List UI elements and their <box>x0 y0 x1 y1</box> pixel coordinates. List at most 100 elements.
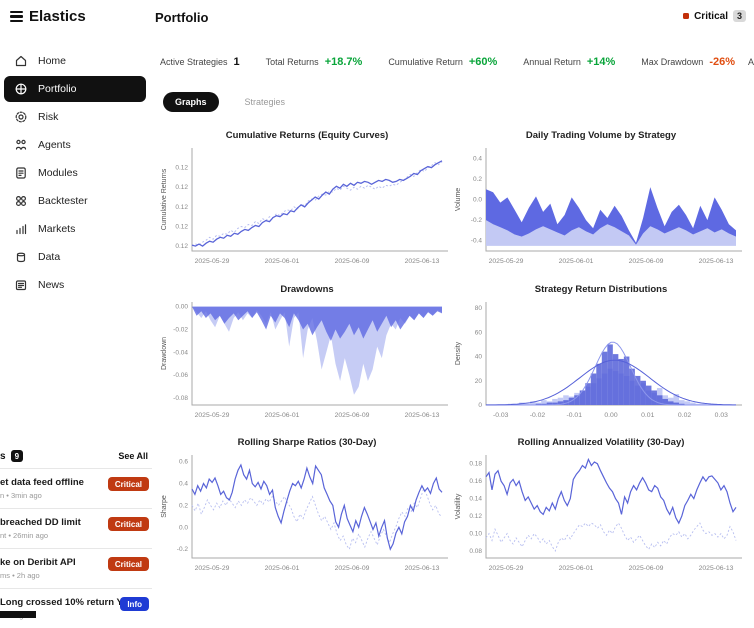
svg-text:2025-06-09: 2025-06-09 <box>629 565 664 572</box>
svg-text:-0.02: -0.02 <box>173 326 188 333</box>
menu-icon[interactable] <box>10 9 23 25</box>
critical-dot-icon <box>683 13 690 19</box>
svg-text:-0.2: -0.2 <box>177 546 189 553</box>
alert-badge-info[interactable]: Info <box>120 597 149 611</box>
svg-text:-0.2: -0.2 <box>471 217 483 224</box>
svg-text:0.12: 0.12 <box>469 513 482 520</box>
svg-text:40: 40 <box>475 354 483 361</box>
alert-row[interactable]: ke on Deribit API ms • 2h ago Critical <box>0 548 152 588</box>
svg-text:2025-05-29: 2025-05-29 <box>195 412 230 419</box>
alert-text: et data feed offline n • 3min ago <box>0 477 108 500</box>
svg-text:0.12: 0.12 <box>175 165 188 172</box>
svg-text:0: 0 <box>478 402 482 409</box>
sidebar-item-home[interactable]: Home <box>4 48 146 74</box>
sidebar-item-news[interactable]: News <box>4 272 146 298</box>
svg-text:Sharpe: Sharpe <box>161 495 168 518</box>
sidebar-item-markets[interactable]: Markets <box>4 216 146 242</box>
stat-annual-return: Annual Return +14% <box>523 56 615 68</box>
svg-text:Volatility: Volatility <box>455 493 462 519</box>
svg-text:2025-05-29: 2025-05-29 <box>489 565 524 572</box>
alert-badge-critical[interactable]: Critical <box>107 517 149 531</box>
alert-row[interactable]: breached DD limit nt • 26min ago Critical <box>0 508 152 548</box>
tab-graphs[interactable]: Graphs <box>163 92 219 112</box>
stat-label: Cumulative Return <box>388 57 463 67</box>
chart-canvas: 0.6 0.4 0.2 0.0 -0.2 Sharpe 2025-05-29 2025-06-… <box>161 455 448 572</box>
svg-text:0.12: 0.12 <box>175 223 188 230</box>
svg-text:Volume: Volume <box>455 188 462 211</box>
sidebar-item-agents[interactable]: Agents <box>4 132 146 158</box>
view-tabs: Graphs Strategies <box>163 92 297 112</box>
chart-daily-volume: Daily Trading Volume by Strategy 0.4 0.2 0.… <box>452 130 750 272</box>
sidebar-item-portfolio[interactable]: Portfolio <box>4 76 146 102</box>
sidebar-item-data[interactable]: Data <box>4 244 146 270</box>
chart-canvas: 0.4 0.2 0.0 -0.2 -0.4 Volume 2025-05-29 2025-06… <box>455 148 742 265</box>
alert-badge-critical[interactable]: Critical <box>107 557 149 571</box>
svg-text:0.12: 0.12 <box>175 204 188 211</box>
modules-icon <box>14 166 28 180</box>
stat-value: +14% <box>586 56 616 68</box>
svg-text:-0.03: -0.03 <box>493 412 509 419</box>
sidebar-item-label: News <box>38 279 65 291</box>
chart-canvas: 0 20 40 60 80 Density -0.03 -0.02 -0.01 0.00 0.01 0… <box>455 302 742 419</box>
critical-indicator[interactable]: Critical 3 <box>683 10 746 22</box>
svg-text:2025-06-01: 2025-06-01 <box>265 412 300 419</box>
tab-strategies[interactable]: Strategies <box>244 97 286 107</box>
svg-text:0.0: 0.0 <box>473 197 482 204</box>
sidebar-item-label: Risk <box>38 111 59 123</box>
portfolio-icon <box>14 82 28 96</box>
svg-text:0.2: 0.2 <box>473 176 482 183</box>
svg-text:2025-06-13: 2025-06-13 <box>405 258 440 265</box>
svg-text:0.10: 0.10 <box>469 531 482 538</box>
alerts-title-fragment: s <box>0 450 6 462</box>
sidebar: Home Portfolio Risk Agents Modules Backtester… <box>0 46 150 300</box>
chart-title: Strategy Return Distributions <box>534 284 668 295</box>
svg-text:80: 80 <box>475 305 483 312</box>
svg-text:0.08: 0.08 <box>469 548 482 555</box>
svg-text:0.4: 0.4 <box>179 480 188 487</box>
stat-label: Active Strategies <box>160 57 228 67</box>
bottom-cutoff-bar <box>0 611 36 618</box>
alert-text: ke on Deribit API ms • 2h ago <box>0 557 108 580</box>
alert-row[interactable]: Long crossed 10% return YTD• 1d agoInfo <box>0 588 152 628</box>
sidebar-item-modules[interactable]: Modules <box>4 160 146 186</box>
chart-title: Rolling Annualized Volatility (30-Day) <box>517 437 685 448</box>
svg-text:Density: Density <box>455 341 462 365</box>
chart-title: Rolling Sharpe Ratios (30-Day) <box>237 437 377 448</box>
svg-text:2025-06-01: 2025-06-01 <box>265 258 300 265</box>
alert-row[interactable]: et data feed offline n • 3min ago Critical <box>0 468 152 508</box>
alerts-count-badge: 9 <box>10 450 24 462</box>
svg-text:0.00: 0.00 <box>604 412 617 419</box>
svg-text:0.02: 0.02 <box>678 412 691 419</box>
app-logo: Elastics <box>10 8 86 25</box>
chart-rolling-sharpe: Rolling Sharpe Ratios (30-Day) 0.6 0.4 0.2 0… <box>158 437 456 579</box>
sidebar-item-label: Backtester <box>38 195 88 207</box>
critical-label: Critical <box>694 10 728 22</box>
sidebar-item-risk[interactable]: Risk <box>4 104 146 130</box>
alert-meta: ms • 2h ago <box>0 571 40 580</box>
stat-value: +60% <box>468 56 498 68</box>
svg-text:2025-06-13: 2025-06-13 <box>699 258 734 265</box>
chart-title: Cumulative Returns (Equity Curves) <box>225 130 389 141</box>
svg-text:0.12: 0.12 <box>175 184 188 191</box>
stat-max-drawdown: Max Drawdown -26% <box>641 56 735 68</box>
app-logo-text: Elastics <box>29 8 86 25</box>
page-title: Portfolio <box>155 10 209 25</box>
svg-text:0.0: 0.0 <box>179 524 188 531</box>
svg-text:-0.04: -0.04 <box>173 349 188 356</box>
stat-total-returns: Total Returns +18.7% <box>266 56 363 68</box>
svg-text:0.2: 0.2 <box>179 502 188 509</box>
see-all-link[interactable]: See All <box>118 451 148 461</box>
alert-title: breached DD limit <box>0 517 81 528</box>
agents-icon <box>14 138 28 152</box>
svg-text:-0.4: -0.4 <box>471 238 483 245</box>
svg-text:Drawdown: Drawdown <box>161 337 168 370</box>
svg-text:2025-06-13: 2025-06-13 <box>405 412 440 419</box>
chart-canvas: 0.00 -0.02 -0.04 -0.06 -0.08 Drawdown 2025-05-… <box>161 302 448 419</box>
svg-text:60: 60 <box>475 329 483 336</box>
chart-title: Daily Trading Volume by Strategy <box>525 130 677 141</box>
chart-canvas: 0.12 0.12 0.12 0.12 0.12 Cumulative Returns 20… <box>161 148 448 265</box>
svg-text:0.6: 0.6 <box>179 459 188 466</box>
sidebar-item-backtester[interactable]: Backtester <box>4 188 146 214</box>
alert-badge-critical[interactable]: Critical <box>107 477 149 491</box>
chart-rolling-volatility: Rolling Annualized Volatility (30-Day) 0.… <box>452 437 750 579</box>
